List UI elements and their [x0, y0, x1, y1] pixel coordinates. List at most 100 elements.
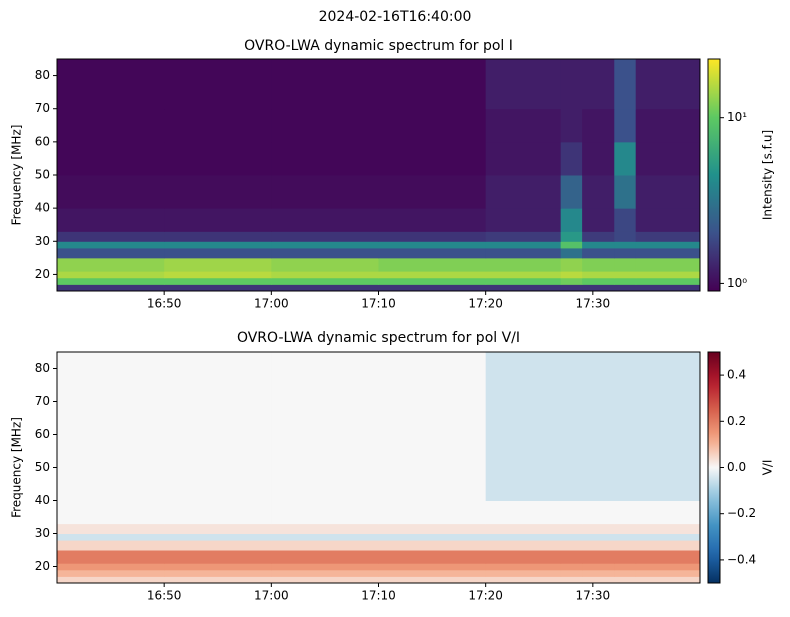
- heatmap-cell: [582, 257, 615, 272]
- colorbar: [707, 58, 721, 292]
- panel-title: OVRO-LWA dynamic spectrum for pol I: [244, 38, 513, 54]
- heatmap-cell: [164, 141, 272, 176]
- heatmap-cell: [614, 277, 637, 285]
- heatmap-cell: [271, 540, 379, 551]
- heatmap-cell: [614, 271, 637, 279]
- heatmap-cell: [614, 108, 637, 143]
- heatmap-cell: [164, 467, 272, 501]
- heatmap-cell: [164, 352, 272, 402]
- heatmap-cell: [485, 352, 562, 402]
- heatmap-cell: [378, 569, 487, 577]
- heatmap-cell: [164, 247, 272, 259]
- heatmap-cell: [614, 257, 637, 272]
- heatmap-cell: [57, 247, 165, 259]
- heatmap-cell: [614, 576, 637, 584]
- heatmap-cell: [271, 523, 379, 534]
- colorbar-tick-label: 10⁰: [727, 276, 747, 290]
- heatmap-cell: [378, 247, 487, 259]
- heatmap-cell: [560, 257, 583, 272]
- heatmap-cell: [485, 284, 562, 292]
- heatmap-cell: [582, 533, 615, 541]
- heatmap-cell: [560, 523, 583, 534]
- heatmap-cell: [635, 401, 701, 435]
- heatmap-cell: [57, 352, 165, 402]
- heatmap-cell: [378, 550, 487, 564]
- colorbar-tick-label: 0.4: [727, 368, 746, 382]
- heatmap-cell: [378, 141, 487, 176]
- heatmap-cell: [378, 540, 487, 551]
- heatmap-cell: [560, 108, 583, 143]
- heatmap-cell: [57, 576, 165, 584]
- x-tick-label: 16:50: [147, 297, 182, 311]
- heatmap-cell: [635, 231, 701, 242]
- heatmap-cell: [485, 434, 562, 468]
- heatmap-cell: [582, 540, 615, 551]
- heatmap-cell: [560, 141, 583, 176]
- colorbar: [707, 351, 721, 584]
- heatmap-cell: [582, 563, 615, 571]
- heatmap-cell: [485, 175, 562, 209]
- heatmap-cell: [378, 401, 487, 435]
- colorbar-tick-label: 10¹: [727, 110, 747, 124]
- heatmap-cell: [57, 277, 165, 285]
- heatmap-cell: [635, 241, 701, 249]
- heatmap-cell: [57, 257, 165, 272]
- heatmap-cell: [378, 500, 487, 525]
- heatmap-cell: [582, 523, 615, 534]
- heatmap-cell: [57, 523, 165, 534]
- y-tick-label: 40: [35, 201, 50, 215]
- heatmap-cell: [57, 108, 165, 143]
- heatmap-cell: [378, 467, 487, 501]
- heatmap-cell: [164, 401, 272, 435]
- x-tick-label: 17:10: [361, 589, 396, 603]
- colorbar-tick-label: 0.2: [727, 414, 746, 428]
- heatmap-cell: [378, 241, 487, 249]
- heatmap-cell: [57, 550, 165, 564]
- heatmap-cell: [614, 208, 637, 232]
- y-tick-label: 30: [35, 234, 50, 248]
- heatmap-cell: [635, 141, 701, 176]
- heatmap-cell: [582, 467, 615, 501]
- heatmap-cell: [57, 500, 165, 525]
- heatmap-cell: [560, 434, 583, 468]
- y-tick-label: 80: [35, 361, 50, 375]
- heatmap-cell: [57, 401, 165, 435]
- heatmap-cell: [164, 563, 272, 571]
- heatmap-cell: [485, 563, 562, 571]
- colorbar-tick-label: −0.2: [727, 506, 756, 520]
- heatmap-cell: [164, 277, 272, 285]
- y-tick-label: 50: [35, 460, 50, 474]
- heatmap-cell: [635, 108, 701, 143]
- heatmap: [57, 59, 701, 292]
- heatmap-cell: [378, 208, 487, 232]
- heatmap-cell: [164, 576, 272, 584]
- heatmap-cell: [164, 108, 272, 143]
- heatmap-cell: [57, 59, 165, 110]
- colorbar-tick-label: 0.0: [727, 460, 746, 474]
- heatmap-cell: [560, 352, 583, 402]
- heatmap-cell: [378, 271, 487, 279]
- heatmap-cell: [582, 401, 615, 435]
- heatmap-cell: [582, 241, 615, 249]
- x-tick-label: 17:30: [576, 297, 611, 311]
- colorbar-label: V/I: [761, 460, 775, 476]
- heatmap-cell: [582, 434, 615, 468]
- x-tick-label: 17:20: [468, 297, 503, 311]
- heatmap-cell: [635, 550, 701, 564]
- heatmap-cell: [378, 257, 487, 272]
- heatmap-cell: [164, 284, 272, 292]
- heatmap-cell: [485, 271, 562, 279]
- heatmap-cell: [485, 277, 562, 285]
- heatmap-cell: [57, 563, 165, 571]
- heatmap-cell: [635, 257, 701, 272]
- heatmap-cell: [378, 231, 487, 242]
- heatmap-cell: [271, 247, 379, 259]
- heatmap-cell: [635, 569, 701, 577]
- heatmap-cell: [164, 271, 272, 279]
- colorbar-label: Intensity [s.f.u]: [761, 130, 775, 220]
- suptitle: 2024-02-16T16:40:00: [319, 9, 472, 25]
- heatmap-cell: [271, 352, 379, 402]
- heatmap-cell: [582, 284, 615, 292]
- heatmap-cell: [57, 271, 165, 279]
- heatmap-cell: [485, 523, 562, 534]
